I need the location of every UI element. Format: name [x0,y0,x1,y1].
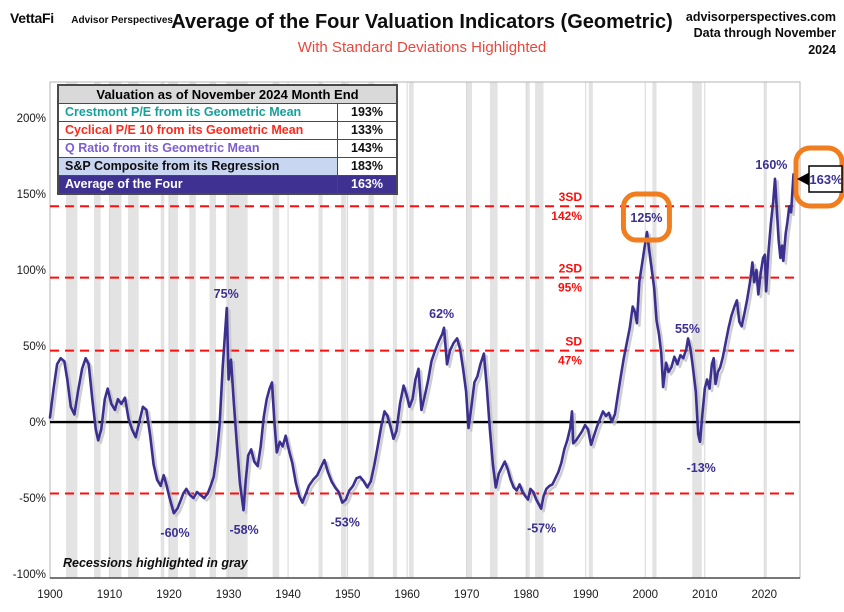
source-note-line1: Data through November [693,26,836,41]
sd-label: SD [565,335,582,349]
vettafi-brand-text: VettaFi [10,10,54,26]
recession-band [169,82,178,578]
table-row-q-ratio: Q Ratio from its Geometric Mean 143% [57,139,398,158]
recession-band [318,82,323,578]
recession-band [526,82,530,578]
recession-band [66,82,78,578]
x-tick-label: 1980 [513,589,539,601]
recessions-note: Recessions highlighted in gray [63,556,248,570]
latest-value-callout [808,165,843,193]
source-note-line2: 2024 [808,42,836,57]
x-tick-label: 2010 [692,589,718,601]
recession-band [392,82,398,578]
table-row-average: Average of the Four 163% [57,175,398,195]
source-block: advisorperspectives.com Data through Nov… [686,9,836,58]
annotation-label: 160% [755,158,787,172]
page-title: Average of the Four Valuation Indicators… [171,11,673,33]
page-subtitle: With Standard Deviations Highlighted [297,39,547,56]
valuation-line-shadow [51,176,798,518]
annotation-label: -53% [331,516,360,530]
y-tick-label: 50% [23,341,46,353]
title-block: Average of the Four Valuation Indicators… [140,11,704,56]
highlight-box [620,191,672,243]
sd-pct-label: 47% [558,354,582,368]
recession-band [109,82,122,578]
table-row-sp-composite: S&P Composite from its Regression 183% [57,157,398,176]
x-tick-label: 1950 [335,589,361,601]
annotation-label: -57% [527,522,556,536]
y-tick-label: 0% [29,417,46,429]
x-tick-label: 1910 [97,589,123,601]
recession-band [272,82,280,578]
sp-composite-value: 183% [337,157,398,176]
latest-value-text: 163% [809,172,843,187]
annotation-label: -13% [687,461,716,475]
x-tick-label: 2020 [751,589,777,601]
sd-pct-label: 95% [558,281,582,295]
annotation-label: 62% [429,307,454,321]
valuation-line [48,173,795,515]
crestmont-pe-label: Crestmont P/E from its Geometric Mean [57,103,338,122]
x-tick-label: 1960 [394,589,420,601]
sp-composite-label: S&P Composite from its Regression [57,157,338,176]
recession-band [94,82,101,578]
cyclical-pe10-value: 133% [337,121,398,140]
average-value: 163% [337,175,398,195]
recession-band [209,82,217,578]
y-tick-label: -100% [13,569,46,581]
annotation-label: 125% [630,211,662,225]
recession-band [408,82,414,578]
annotation-label: 75% [214,287,239,301]
recession-band [588,82,593,578]
y-tick-label: 200% [17,113,46,125]
recession-band [764,82,767,578]
x-tick-label: 1900 [37,589,63,601]
x-tick-label: 1920 [156,589,182,601]
x-tick-label: 2000 [632,589,658,601]
table-header-row: Valuation as of November 2024 Month End [57,84,398,104]
crestmont-pe-value: 193% [337,103,398,122]
q-ratio-value: 143% [337,139,398,158]
valuation-summary-table: Valuation as of November 2024 Month End … [57,84,398,195]
recession-band [652,82,657,578]
recession-band [127,82,139,578]
y-tick-label: 100% [17,265,46,277]
recession-band [368,82,374,578]
source-site: advisorperspectives.com [685,10,836,24]
y-tick-label: -50% [19,493,46,505]
recession-band [341,82,347,578]
table-title: Valuation as of November 2024 Month End [57,84,398,104]
annotation-label: -58% [229,523,258,537]
advisor-perspectives-text: Advisor Perspectives [71,15,173,26]
recession-band [489,82,498,578]
callout-arrow [797,172,810,186]
annotation-label: 55% [675,322,700,336]
recession-band [535,82,544,578]
average-label: Average of the Four [57,175,338,195]
sd-label: 3SD [559,190,583,204]
x-tick-label: 1970 [454,589,480,601]
annotation-label: -60% [160,526,189,540]
y-tick-label: 150% [17,189,46,201]
x-tick-label: 1940 [275,589,301,601]
x-tick-label: 1990 [573,589,599,601]
recession-band [160,82,165,578]
table-row-crestmont-pe: Crestmont P/E from its Geometric Mean 19… [57,103,398,122]
x-tick-label: 1930 [216,589,242,601]
recession-band [692,82,702,578]
vettafi-logo: VettaFi Advisor Perspectives [10,10,173,28]
sd-pct-label: 142% [551,209,582,223]
q-ratio-label: Q Ratio from its Geometric Mean [57,139,338,158]
sd-label: 2SD [559,262,583,276]
cyclical-pe10-label: Cyclical P/E 10 from its Geometric Mean [57,121,338,140]
table-row-cyclical-pe10: Cyclical P/E 10 from its Geometric Mean … [57,121,398,140]
recession-band [189,82,196,578]
recession-band [466,82,473,578]
